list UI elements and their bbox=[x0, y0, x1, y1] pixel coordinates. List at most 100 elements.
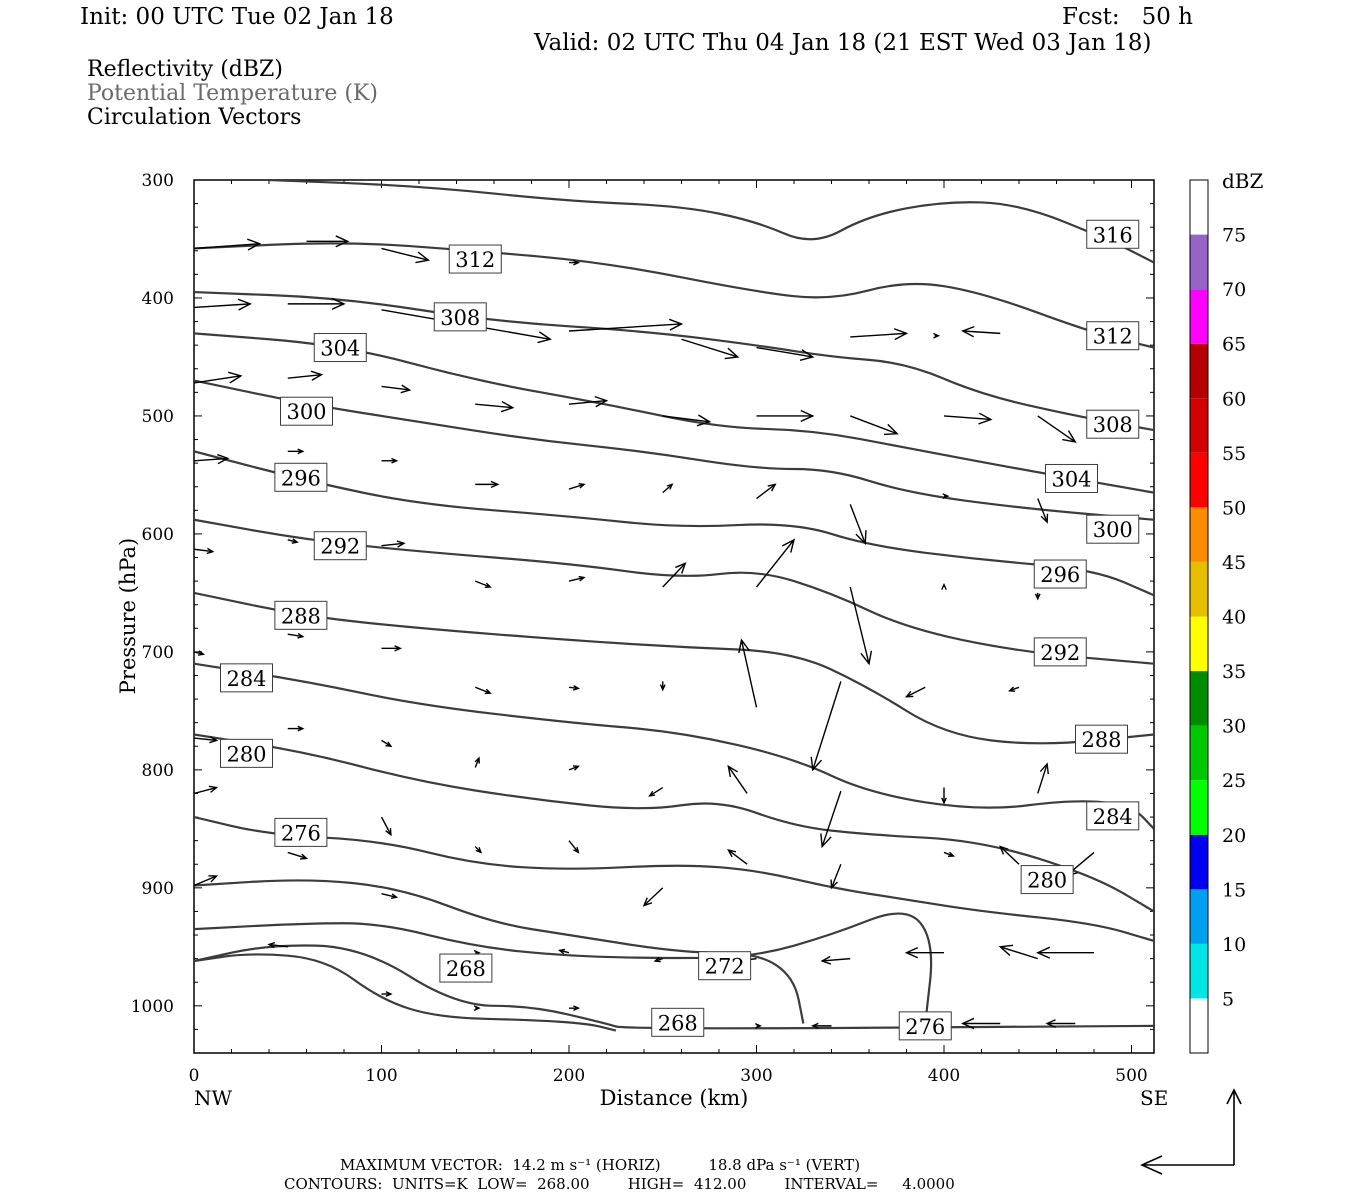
svg-text:296: 296 bbox=[281, 466, 321, 490]
circulation-vector bbox=[1037, 415, 1077, 443]
circulation-vector bbox=[557, 948, 570, 955]
circulation-vector bbox=[306, 235, 350, 248]
circulation-vector bbox=[474, 686, 492, 695]
isentrope-272 bbox=[194, 879, 805, 1024]
circulation-vector bbox=[830, 863, 842, 890]
y-axis-label: Pressure (hPa) bbox=[116, 538, 140, 694]
svg-text:276: 276 bbox=[905, 1015, 945, 1039]
colorbar-bin bbox=[1190, 943, 1208, 999]
y-tick-label: 500 bbox=[142, 407, 174, 427]
circulation-vector bbox=[961, 1017, 1001, 1030]
svg-text:312: 312 bbox=[455, 248, 495, 272]
circulation-vector bbox=[381, 457, 399, 464]
circulation-vector bbox=[381, 540, 406, 548]
max-vector-note: MAXIMUM VECTOR: 14.2 m s⁻¹ (HORIZ) 18.8 … bbox=[340, 1156, 861, 1174]
colorbar-tick-label: 5 bbox=[1222, 988, 1234, 1010]
contour-labels: 316 312 312 308 308 304 304 300 300 296 296 292 292 2… bbox=[220, 219, 1140, 1041]
isentrope-contours bbox=[194, 180, 1154, 1032]
svg-text:308: 308 bbox=[1093, 413, 1133, 437]
contour-label: 312 bbox=[1086, 321, 1140, 351]
y-tick-label: 1000 bbox=[131, 997, 174, 1017]
circulation-vector bbox=[961, 325, 1001, 338]
circulation-vector bbox=[756, 409, 815, 422]
isentrope-268 bbox=[194, 953, 617, 1032]
circulation-vector bbox=[287, 370, 324, 381]
contour-label: 268 bbox=[651, 1007, 705, 1037]
isentrope-312 bbox=[194, 242, 1154, 349]
colorbar-bin bbox=[1190, 616, 1208, 672]
reference-vector bbox=[1140, 1088, 1242, 1175]
svg-text:272: 272 bbox=[705, 955, 745, 979]
circulation-vector bbox=[904, 947, 944, 959]
circulation-vector bbox=[194, 736, 219, 744]
colorbar-frame bbox=[1189, 179, 1209, 1054]
colorbar-tick-label: 65 bbox=[1222, 334, 1246, 356]
circulation-vector bbox=[569, 1005, 581, 1012]
contour-label: 280 bbox=[1020, 865, 1074, 895]
circulation-vector bbox=[727, 849, 748, 865]
circulation-vector bbox=[904, 686, 926, 698]
circulation-vector bbox=[381, 384, 412, 394]
y-tick-label: 600 bbox=[142, 525, 174, 545]
colorbar-bin bbox=[1190, 780, 1208, 835]
svg-text:280: 280 bbox=[226, 742, 266, 766]
svg-text:284: 284 bbox=[226, 667, 266, 691]
contour-label: 300 bbox=[280, 396, 333, 426]
contour-label: 304 bbox=[1045, 463, 1098, 493]
circulation-vector bbox=[194, 785, 219, 795]
colorbar-bin bbox=[1190, 452, 1208, 508]
circulation-vector bbox=[820, 955, 851, 965]
colorbar-bin bbox=[1190, 725, 1208, 781]
colorbar-tick-label: 20 bbox=[1222, 825, 1246, 847]
svg-text:300: 300 bbox=[1093, 518, 1133, 542]
circulation-vector bbox=[941, 787, 947, 805]
colorbar-tick-label: 45 bbox=[1222, 552, 1246, 574]
contour-label: 304 bbox=[313, 333, 367, 363]
svg-text:288: 288 bbox=[1081, 728, 1121, 752]
circulation-vector bbox=[653, 956, 663, 963]
colorbar-bin bbox=[1190, 889, 1208, 944]
circulation-vector bbox=[569, 259, 581, 266]
x-left-endpoint: NW bbox=[194, 1086, 233, 1110]
circulation-vector bbox=[942, 493, 950, 500]
circulation-vector bbox=[194, 371, 243, 384]
circulation-vector bbox=[194, 298, 252, 311]
svg-text:276: 276 bbox=[281, 821, 321, 845]
contour-label: 280 bbox=[220, 738, 273, 768]
circulation-vector bbox=[381, 893, 399, 900]
circulation-vector bbox=[267, 941, 288, 949]
circulation-vector bbox=[474, 756, 480, 768]
x-tick-label: 400 bbox=[928, 1066, 960, 1086]
circulation-vector bbox=[1008, 686, 1020, 692]
y-tick-label: 400 bbox=[142, 289, 174, 309]
circulation-vector bbox=[738, 638, 758, 708]
isentrope-276 bbox=[194, 912, 933, 1024]
contour-label: 284 bbox=[220, 663, 273, 693]
x-tick-label: 100 bbox=[365, 1066, 397, 1086]
colorbar-bin bbox=[1190, 998, 1208, 1053]
contour-label: 288 bbox=[274, 600, 328, 630]
contour-label: 268 bbox=[439, 953, 493, 983]
circulation-vector bbox=[1045, 1019, 1076, 1028]
colorbar-tick-label: 15 bbox=[1222, 879, 1246, 901]
circulation-vector bbox=[194, 875, 219, 887]
svg-text:304: 304 bbox=[1051, 467, 1091, 491]
contour-label: 272 bbox=[698, 951, 752, 981]
circulation-vector bbox=[287, 632, 305, 639]
x-tick-label: 0 bbox=[189, 1066, 200, 1086]
circulation-vector bbox=[380, 816, 392, 837]
svg-text:284: 284 bbox=[1093, 805, 1133, 829]
circulation-vector bbox=[568, 685, 581, 691]
svg-text:316: 316 bbox=[1093, 223, 1133, 247]
svg-text:292: 292 bbox=[320, 535, 360, 559]
y-tick-label: 900 bbox=[142, 879, 174, 899]
contour-info-note: CONTOURS: UNITS=K LOW= 268.00 HIGH= 412.… bbox=[284, 1175, 955, 1193]
x-tick-label: 500 bbox=[1115, 1066, 1147, 1086]
colorbar-bin bbox=[1190, 398, 1208, 453]
circulation-vector bbox=[727, 764, 748, 794]
circulation-vector bbox=[648, 786, 664, 797]
circulation-vector bbox=[1034, 592, 1041, 601]
svg-text:280: 280 bbox=[1027, 869, 1067, 893]
contour-label: 316 bbox=[1086, 219, 1140, 249]
colorbar-tick-label: 70 bbox=[1222, 279, 1246, 301]
